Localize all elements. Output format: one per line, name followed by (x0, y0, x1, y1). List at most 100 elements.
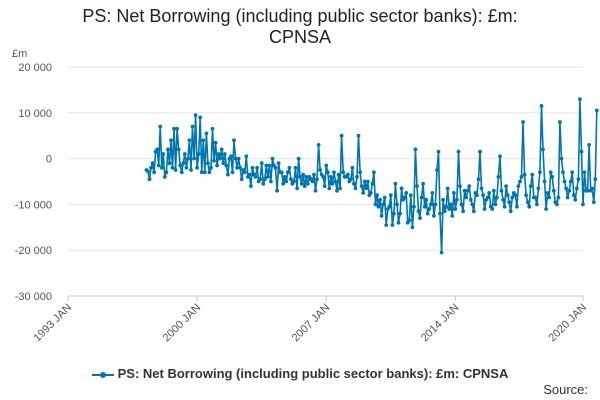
data-point[interactable] (564, 186, 568, 191)
data-point[interactable] (548, 170, 553, 175)
data-point[interactable] (316, 143, 321, 147)
data-point[interactable] (190, 124, 195, 129)
data-point[interactable] (453, 207, 458, 211)
data-point[interactable] (476, 177, 481, 182)
data-point[interactable] (418, 216, 422, 221)
data-point[interactable] (408, 193, 413, 198)
data-point[interactable] (513, 193, 518, 198)
data-point[interactable] (594, 108, 599, 113)
data-point[interactable] (236, 156, 241, 161)
data-point[interactable] (341, 170, 346, 175)
data-point[interactable] (471, 209, 476, 214)
data-point[interactable] (219, 147, 224, 152)
data-point[interactable] (209, 165, 213, 170)
data-point[interactable] (178, 163, 183, 168)
data-point[interactable] (425, 211, 430, 216)
data-point[interactable] (445, 186, 450, 191)
data-point[interactable] (579, 149, 584, 154)
data-point[interactable] (293, 165, 298, 170)
data-point[interactable] (238, 165, 243, 170)
data-point[interactable] (461, 209, 465, 214)
data-point[interactable] (262, 177, 267, 182)
data-point[interactable] (295, 186, 299, 191)
data-point[interactable] (175, 126, 180, 131)
data-point[interactable] (166, 147, 170, 152)
data-point[interactable] (247, 172, 252, 177)
data-point[interactable] (467, 184, 472, 189)
data-point[interactable] (244, 154, 249, 159)
data-point[interactable] (410, 225, 415, 230)
data-point[interactable] (499, 188, 504, 193)
data-point[interactable] (368, 191, 373, 195)
data-point[interactable] (378, 197, 382, 202)
data-point[interactable] (413, 147, 418, 152)
data-point[interactable] (482, 207, 487, 211)
data-point[interactable] (558, 120, 562, 124)
data-point[interactable] (359, 184, 364, 189)
data-point[interactable] (204, 131, 209, 136)
data-point[interactable] (372, 170, 376, 175)
data-point[interactable] (382, 195, 387, 200)
data-point[interactable] (542, 179, 547, 184)
data-point[interactable] (339, 133, 344, 138)
data-point[interactable] (284, 179, 289, 184)
data-point[interactable] (296, 156, 301, 161)
data-point[interactable] (459, 202, 464, 207)
data-point[interactable] (590, 186, 595, 191)
data-point[interactable] (273, 165, 278, 170)
data-point[interactable] (349, 177, 353, 182)
data-point[interactable] (362, 179, 367, 184)
data-point[interactable] (182, 152, 187, 156)
data-point[interactable] (555, 202, 559, 207)
data-point[interactable] (496, 175, 501, 179)
data-point[interactable] (528, 184, 533, 189)
data-point[interactable] (270, 156, 275, 161)
data-point[interactable] (310, 179, 315, 184)
data-point[interactable] (336, 172, 341, 177)
data-point[interactable] (475, 193, 479, 198)
data-point[interactable] (230, 170, 235, 175)
data-point[interactable] (433, 202, 438, 207)
data-point[interactable] (402, 195, 407, 200)
data-point[interactable] (447, 207, 452, 211)
data-point[interactable] (330, 181, 335, 186)
data-point[interactable] (249, 184, 253, 189)
data-point[interactable] (536, 186, 541, 191)
data-point[interactable] (504, 184, 508, 189)
data-point[interactable] (524, 193, 528, 198)
data-point[interactable] (381, 202, 385, 207)
data-point[interactable] (538, 170, 542, 175)
data-point[interactable] (435, 168, 439, 172)
data-point[interactable] (189, 168, 193, 172)
data-point[interactable] (376, 204, 381, 209)
data-point[interactable] (232, 138, 236, 143)
data-point[interactable] (470, 202, 475, 207)
data-point[interactable] (585, 188, 590, 193)
data-point[interactable] (522, 172, 527, 177)
data-point[interactable] (275, 188, 279, 193)
data-point[interactable] (147, 177, 152, 182)
data-point[interactable] (458, 184, 462, 189)
data-point[interactable] (221, 161, 226, 166)
data-point[interactable] (353, 186, 358, 191)
data-point[interactable] (315, 177, 319, 182)
data-point[interactable] (146, 169, 150, 174)
data-point[interactable] (392, 211, 396, 216)
data-point[interactable] (187, 138, 192, 143)
data-point[interactable] (370, 181, 375, 186)
data-point[interactable] (491, 188, 496, 193)
data-point[interactable] (518, 179, 522, 184)
data-point[interactable] (269, 179, 273, 184)
data-point[interactable] (156, 163, 161, 168)
data-point[interactable] (181, 161, 186, 166)
data-point[interactable] (439, 250, 444, 255)
data-point[interactable] (407, 218, 412, 223)
data-point[interactable] (150, 161, 155, 166)
data-point[interactable] (502, 204, 507, 209)
data-point[interactable] (495, 195, 499, 200)
data-point[interactable] (578, 97, 582, 101)
data-point[interactable] (485, 195, 490, 200)
data-point[interactable] (302, 184, 307, 189)
data-point[interactable] (350, 165, 355, 170)
data-point[interactable] (464, 195, 469, 200)
